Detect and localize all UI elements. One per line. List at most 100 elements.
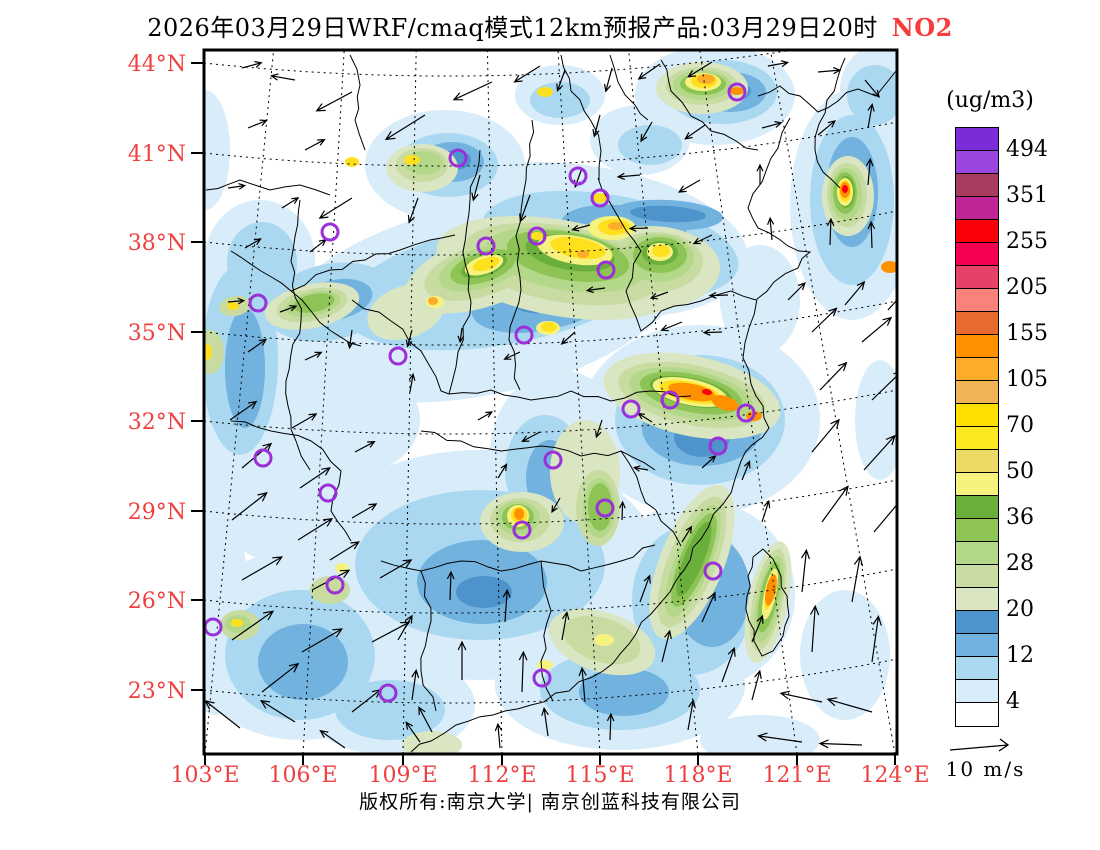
wind-arrow [701, 455, 717, 469]
wind-arrow [865, 157, 874, 186]
wind-arrow [603, 67, 613, 93]
wind-arrow [560, 331, 576, 345]
station-marker [708, 436, 728, 456]
axis-ticks [191, 62, 896, 765]
wind-arrow [628, 224, 649, 232]
station-marker [514, 325, 534, 345]
station-marker [543, 450, 563, 470]
axis-labels: 44°N 41°N 38°N 35°N 32°N 29°N 26°N 23°N 103°E 106… [128, 52, 930, 788]
station-marker [532, 668, 552, 688]
border-line [620, 450, 682, 547]
lon-label: 121°E [762, 763, 831, 788]
wind-arrow [721, 646, 736, 683]
legend-band [956, 174, 998, 197]
wind-arrow [618, 500, 626, 521]
legend-value: 105 [1006, 367, 1048, 392]
wind-arrow [681, 525, 693, 543]
station-marker [621, 399, 641, 419]
wind-arrow [408, 372, 416, 393]
wind-arrow [247, 119, 268, 129]
page-title: 2026年03月29日WRF/cmaq模式12km预报产品:03月29日20时 N… [0, 8, 1100, 43]
meridian-line [699, 50, 798, 754]
title-main: 2026年03月29日WRF/cmaq模式12km预报产品:03月29日20时 [147, 14, 878, 42]
station-marker [595, 498, 615, 518]
pollution-field [204, 50, 897, 754]
wind-arrow [407, 197, 419, 224]
wind-arrow [244, 238, 262, 249]
wind-arrow [660, 321, 683, 332]
wind-arrow [640, 121, 653, 143]
border-line [560, 54, 602, 182]
legend-band [956, 220, 998, 243]
legend-value: 155 [1006, 321, 1048, 346]
wind-arrow [418, 706, 433, 733]
legend-band [956, 404, 998, 427]
wind-arrow [649, 291, 669, 300]
colorbar [955, 127, 999, 727]
colorbar-unit-label: (ug/m3) [946, 88, 1034, 113]
wind-arrow [826, 217, 835, 246]
wind-arrow [477, 411, 494, 421]
wind-arrow [231, 610, 275, 641]
legend-band [956, 243, 998, 266]
border-line [380, 544, 656, 572]
border-line [609, 54, 649, 121]
wind-arrow [354, 441, 376, 453]
wind-scale-arrow [949, 738, 1010, 752]
border-line [540, 560, 554, 702]
wind-arrow [471, 174, 481, 202]
legend-band [956, 496, 998, 519]
wind-arrow [227, 183, 247, 190]
lon-label: 112°E [467, 763, 536, 788]
wind-scale-label: 10 m/s [945, 757, 1026, 781]
legend-band [956, 588, 998, 611]
station-marker [590, 188, 610, 208]
wind-arrow [637, 63, 661, 80]
wind-arrow [887, 299, 897, 311]
wind-arrow [304, 139, 326, 151]
wind-arrow [261, 662, 300, 693]
wind-arrow [551, 497, 561, 514]
wind-arrow [708, 291, 729, 299]
legend-value: 494 [1006, 137, 1048, 162]
border-line [814, 57, 846, 189]
wind-arrow [503, 351, 521, 360]
border-line [420, 570, 437, 712]
lat-label: 26°N [128, 589, 186, 614]
border-line [351, 299, 450, 395]
station-marker [527, 226, 547, 246]
station-marker [325, 575, 345, 595]
wind-arrow [826, 697, 873, 713]
lat-label: 32°N [128, 410, 186, 435]
border-line [349, 54, 366, 151]
wind-arrow [561, 611, 570, 641]
lat-label: 44°N [128, 52, 186, 77]
station-marker [378, 683, 398, 703]
wind-arrow [259, 700, 296, 723]
wind-arrow [304, 351, 323, 361]
wind-arrow [297, 518, 334, 541]
legend-band [956, 611, 998, 634]
wind-arrow [247, 338, 268, 353]
lat-label: 35°N [128, 321, 186, 346]
lat-label: 29°N [128, 500, 186, 525]
wind-arrow [513, 65, 541, 83]
wind-arrow [318, 197, 353, 219]
lon-label: 109°E [368, 763, 437, 788]
wind-arrow [809, 604, 820, 653]
wind-arrow [864, 79, 881, 98]
legend-band [956, 266, 998, 289]
wind-arrow [692, 234, 713, 245]
graticule [204, 50, 897, 754]
station-marker [320, 222, 340, 242]
wind-arrow [299, 467, 331, 489]
legend-band [956, 151, 998, 174]
legend-value: 4 [1006, 689, 1020, 714]
wind-arrow [241, 556, 284, 581]
station-marker [248, 293, 268, 313]
wind-arrow [279, 305, 298, 313]
border-line [660, 59, 759, 151]
legend-value: 28 [1006, 551, 1034, 576]
border-line [448, 389, 692, 402]
wind-arrow [867, 220, 876, 249]
